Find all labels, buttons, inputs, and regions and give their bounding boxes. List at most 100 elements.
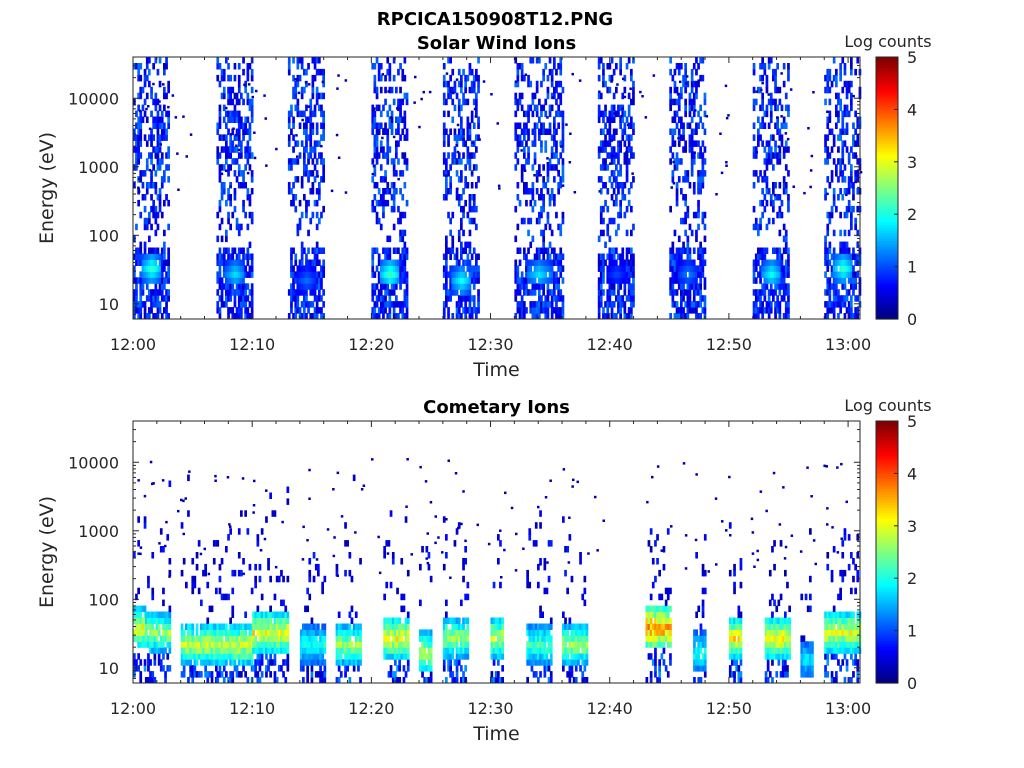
spectrogram-cell: [371, 176, 375, 183]
spectrogram-cell: [302, 653, 305, 660]
spectrogram-cell: [475, 277, 478, 284]
spectrogram-cell: [516, 74, 520, 82]
spectrogram-cell: [835, 122, 838, 129]
spectrogram-cell: [544, 98, 548, 106]
spectrogram-cell: [313, 307, 317, 314]
spectrogram-cell: [776, 122, 779, 129]
spectrogram-cell: [225, 289, 228, 296]
spectrogram-cell: [150, 265, 153, 272]
spectrogram-cell: [763, 63, 767, 70]
spectrogram-cell: [384, 98, 387, 106]
spectrogram-cell: [727, 114, 730, 117]
spectrogram-cell: [167, 289, 170, 296]
spectrogram-cell: [160, 247, 164, 254]
spectrogram-cell: [623, 271, 627, 278]
spectrogram-cell: [684, 63, 687, 70]
spectrogram-cell: [157, 647, 161, 654]
spectrogram-cell: [610, 289, 614, 296]
spectrogram-cell: [265, 635, 268, 642]
spectrogram-cell: [277, 575, 281, 583]
spectrogram-cell: [379, 259, 383, 266]
spectrogram-cell: [248, 641, 252, 648]
spectrogram-cell: [623, 74, 627, 82]
spectrogram-cell: [540, 259, 543, 266]
spectrogram-cell: [767, 152, 771, 159]
colorbar-swatch: [876, 143, 898, 147]
spectrogram-cell: [160, 134, 164, 141]
spectrogram-cell: [835, 265, 838, 272]
spectrogram-cell: [242, 665, 245, 672]
spectrogram-cell: [841, 146, 845, 153]
spectrogram-cell: [200, 641, 203, 648]
spectrogram-cell: [619, 164, 622, 171]
spectrogram-cell: [525, 188, 528, 195]
spectrogram-cell: [168, 617, 172, 624]
spectrogram-cell: [318, 104, 321, 112]
spectrogram-cell: [559, 92, 563, 100]
spectrogram-cell: [780, 295, 784, 302]
spectrogram-cell: [133, 134, 136, 141]
spectrogram-cell: [244, 301, 247, 308]
spectrogram-cell: [451, 158, 455, 165]
colorbar-swatch: [876, 292, 898, 297]
spectrogram-cell: [298, 57, 302, 64]
spectrogram-cell: [826, 277, 830, 284]
spectrogram-cell: [555, 301, 558, 308]
spectrogram-cell: [386, 235, 390, 243]
spectrogram-cell: [610, 301, 614, 308]
spectrogram-cell: [386, 289, 390, 296]
spectrogram-cell: [227, 86, 230, 94]
spectrogram-cell: [235, 217, 239, 225]
spectrogram-cell: [826, 134, 830, 141]
spectrogram-cell: [294, 194, 298, 201]
spectrogram-cell: [168, 641, 172, 648]
spectrogram-cell: [830, 128, 834, 135]
spectrogram-cell: [385, 641, 389, 648]
spectrogram-cell: [395, 146, 398, 153]
spectrogram-cell: [242, 259, 245, 266]
spectrogram-cell: [315, 253, 319, 260]
spectrogram-cell: [675, 188, 679, 195]
spectrogram-cell: [273, 593, 277, 601]
spectrogram-cell: [163, 176, 166, 183]
spectrogram-cell: [220, 659, 224, 666]
spectrogram-cell: [135, 605, 138, 613]
spectrogram-cell: [235, 641, 239, 648]
spectrogram-cell: [215, 635, 218, 642]
spectrogram-cell: [569, 132, 572, 135]
spectrogram-cell: [164, 629, 167, 636]
spectrogram-cell: [535, 57, 539, 64]
spectrogram-cell: [553, 271, 556, 278]
spectrogram-cell: [682, 146, 685, 153]
spectrogram-cell: [286, 486, 290, 493]
spectrogram-cell: [399, 134, 402, 141]
spectrogram-cell: [139, 546, 143, 549]
spectrogram-cell: [225, 283, 228, 290]
spectrogram-cell: [237, 659, 241, 666]
spectrogram-cell: [695, 92, 698, 100]
spectrogram-cell: [447, 80, 450, 88]
spectrogram-cell: [385, 635, 389, 642]
spectrogram-cell: [772, 164, 775, 171]
spectrogram-cell: [237, 623, 241, 630]
spectrogram-cell: [809, 185, 812, 189]
spectrogram-cell: [673, 86, 677, 94]
spectrogram-cell: [606, 63, 610, 70]
spectrogram-cell: [216, 63, 220, 70]
spectrogram-cell: [608, 289, 612, 296]
spectrogram-cell: [235, 158, 239, 165]
spectrogram-cell: [143, 98, 147, 106]
spectrogram-cell: [774, 74, 777, 82]
spectrogram-cell: [300, 86, 304, 94]
spectrogram-cell: [248, 289, 252, 296]
spectrogram-cell: [137, 641, 140, 648]
spectrogram-cell: [462, 307, 465, 314]
spectrogram-cell: [599, 289, 603, 296]
spectrogram-cell: [373, 146, 377, 153]
spectrogram-cell: [784, 182, 788, 189]
spectrogram-cell: [684, 170, 687, 177]
spectrogram-cell: [401, 277, 405, 284]
spectrogram-cell: [388, 313, 392, 320]
colorbar-swatch: [876, 148, 898, 152]
spectrogram-cell: [248, 164, 252, 171]
